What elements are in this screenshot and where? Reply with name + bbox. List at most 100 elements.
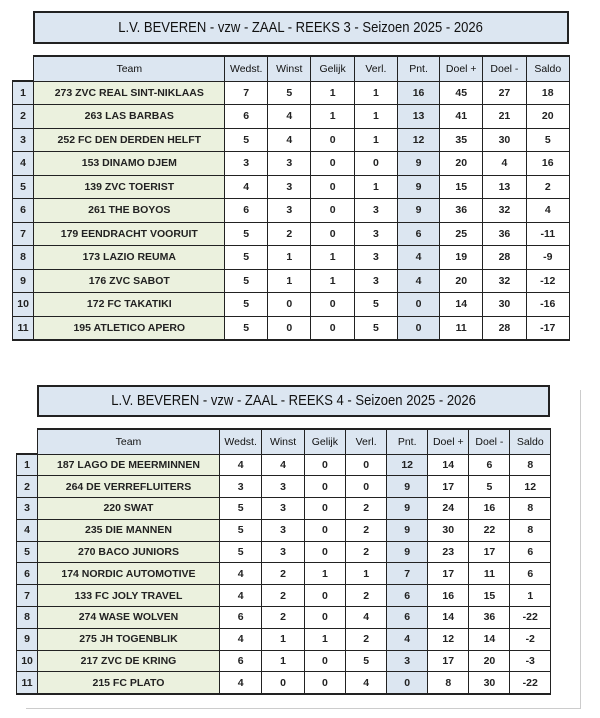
rank-cell: 5	[15, 540, 39, 564]
verl-cell: 4	[345, 606, 388, 629]
team-cell: 176 ZVC SABOT	[33, 268, 226, 293]
saldo-cell: 2	[525, 174, 571, 199]
gelijk-cell: 0	[303, 540, 347, 564]
table-row: 10 172 FC TAKATIKI 5 0 0 5 0 14 30 -16	[11, 292, 571, 317]
pnt-cell: 9	[386, 518, 429, 542]
rank-cell: 4	[11, 151, 35, 176]
gelijk-cell: 1	[310, 245, 355, 270]
verl-cell: 2	[345, 540, 388, 564]
saldo-cell: 8	[509, 497, 551, 520]
column-header-wedst: Wedst.	[224, 55, 269, 82]
pnt-cell: 6	[386, 606, 429, 629]
verl-cell: 3	[353, 268, 398, 293]
doel-plus-cell: 36	[439, 198, 484, 223]
rank-cell: 8	[11, 245, 35, 270]
rank-cell: 7	[11, 221, 35, 246]
wedst-cell: 4	[218, 627, 263, 651]
doel-min-cell: 11	[468, 562, 511, 586]
table-row: 7 179 EENDRACHT VOORUIT 5 2 0 3 6 25 36 -11	[11, 221, 571, 246]
column-header-wedst: Wedst.	[218, 428, 263, 455]
winst-cell: 3	[261, 518, 305, 542]
winst-cell: 2	[261, 562, 305, 586]
reeks-4-standings-table: Team Wedst. Winst Gelijk Verl. Pnt. Doel + Doel…	[15, 428, 551, 695]
wedst-cell: 6	[218, 649, 263, 673]
column-header-verl: Verl.	[345, 428, 388, 455]
doel-min-cell: 28	[482, 245, 527, 270]
wedst-cell: 5	[218, 540, 263, 564]
wedst-cell: 5	[224, 315, 269, 341]
wedst-cell: 7	[224, 80, 269, 105]
doel-plus-cell: 23	[427, 540, 470, 564]
saldo-cell: 16	[525, 151, 571, 176]
saldo-cell: 6	[509, 562, 551, 586]
doel-plus-cell: 8	[427, 671, 470, 695]
wedst-cell: 5	[224, 245, 269, 270]
wedst-cell: 4	[224, 174, 269, 199]
team-cell: 133 FC JOLY TRAVEL	[37, 584, 220, 608]
doel-min-cell: 36	[482, 221, 527, 246]
reeks-3-title: L.V. BEVEREN - vzw - ZAAL - REEKS 3 - Se…	[33, 11, 569, 44]
column-header-doel-min: Doel -	[482, 55, 527, 82]
gelijk-cell: 0	[310, 198, 355, 223]
gelijk-cell: 0	[310, 292, 355, 317]
rank-header	[12, 56, 34, 82]
doel-min-cell: 22	[468, 518, 511, 542]
pnt-cell: 4	[386, 627, 429, 651]
table-row: 2 264 DE VERREFLUITERS 3 3 0 0 9 17 5 12	[15, 475, 551, 499]
wedst-cell: 5	[224, 268, 269, 293]
rank-cell: 7	[15, 584, 39, 608]
saldo-cell: -16	[525, 292, 571, 317]
pnt-cell: 7	[386, 562, 429, 586]
verl-cell: 1	[353, 127, 398, 152]
team-cell: 273 ZVC REAL SINT-NIKLAAS	[33, 80, 226, 105]
table-row: 8 274 WASE WOLVEN 6 2 0 4 6 14 36 -22	[15, 606, 551, 629]
pnt-cell: 9	[386, 475, 429, 499]
verl-cell: 1	[353, 80, 398, 105]
saldo-cell: 12	[509, 475, 551, 499]
doel-plus-cell: 17	[427, 649, 470, 673]
pnt-cell: 0	[386, 671, 429, 695]
pnt-cell: 12	[396, 127, 441, 152]
rank-cell: 10	[15, 649, 39, 673]
pnt-cell: 3	[386, 649, 429, 673]
verl-cell: 2	[345, 497, 388, 520]
doel-plus-cell: 24	[427, 497, 470, 520]
saldo-cell: -11	[525, 221, 571, 246]
winst-cell: 3	[267, 198, 312, 223]
table-row: 8 173 LAZIO REUMA 5 1 1 3 4 19 28 -9	[11, 245, 571, 270]
team-cell: 274 WASE WOLVEN	[37, 606, 220, 629]
doel-plus-cell: 30	[427, 518, 470, 542]
gelijk-cell: 0	[310, 127, 355, 152]
verl-cell: 0	[345, 453, 388, 477]
verl-cell: 1	[345, 562, 388, 586]
team-cell: 172 FC TAKATIKI	[33, 292, 226, 317]
saldo-cell: -2	[509, 627, 551, 651]
winst-cell: 4	[267, 127, 312, 152]
saldo-cell: 1	[509, 584, 551, 608]
doel-min-cell: 17	[468, 540, 511, 564]
saldo-cell: 8	[509, 518, 551, 542]
gelijk-cell: 0	[310, 174, 355, 199]
verl-cell: 0	[345, 475, 388, 499]
reeks-4-title: L.V. BEVEREN - vzw - ZAAL - REEKS 4 - Se…	[37, 385, 550, 417]
table-row: 1 187 LAGO DE MEERMINNEN 4 4 0 0 12 14 6 8	[15, 453, 551, 477]
winst-cell: 1	[261, 649, 305, 673]
saldo-cell: 4	[525, 198, 571, 223]
winst-cell: 1	[267, 245, 312, 270]
winst-cell: 4	[267, 104, 312, 129]
table-row: 7 133 FC JOLY TRAVEL 4 2 0 2 6 16 15 1	[15, 584, 551, 608]
column-header-saldo: Saldo	[509, 428, 551, 455]
team-cell: 220 SWAT	[37, 497, 220, 520]
winst-cell: 0	[261, 671, 305, 695]
doel-plus-cell: 14	[427, 453, 470, 477]
column-header-gelijk: Gelijk	[303, 428, 347, 455]
column-header-saldo: Saldo	[525, 55, 571, 82]
doel-min-cell: 32	[482, 268, 527, 293]
wedst-cell: 5	[218, 518, 263, 542]
winst-cell: 5	[267, 80, 312, 105]
wedst-cell: 5	[218, 497, 263, 520]
pnt-cell: 4	[396, 245, 441, 270]
saldo-cell: -12	[525, 268, 571, 293]
wedst-cell: 4	[218, 562, 263, 586]
table-row: 10 217 ZVC DE KRING 6 1 0 5 3 17 20 -3	[15, 649, 551, 673]
